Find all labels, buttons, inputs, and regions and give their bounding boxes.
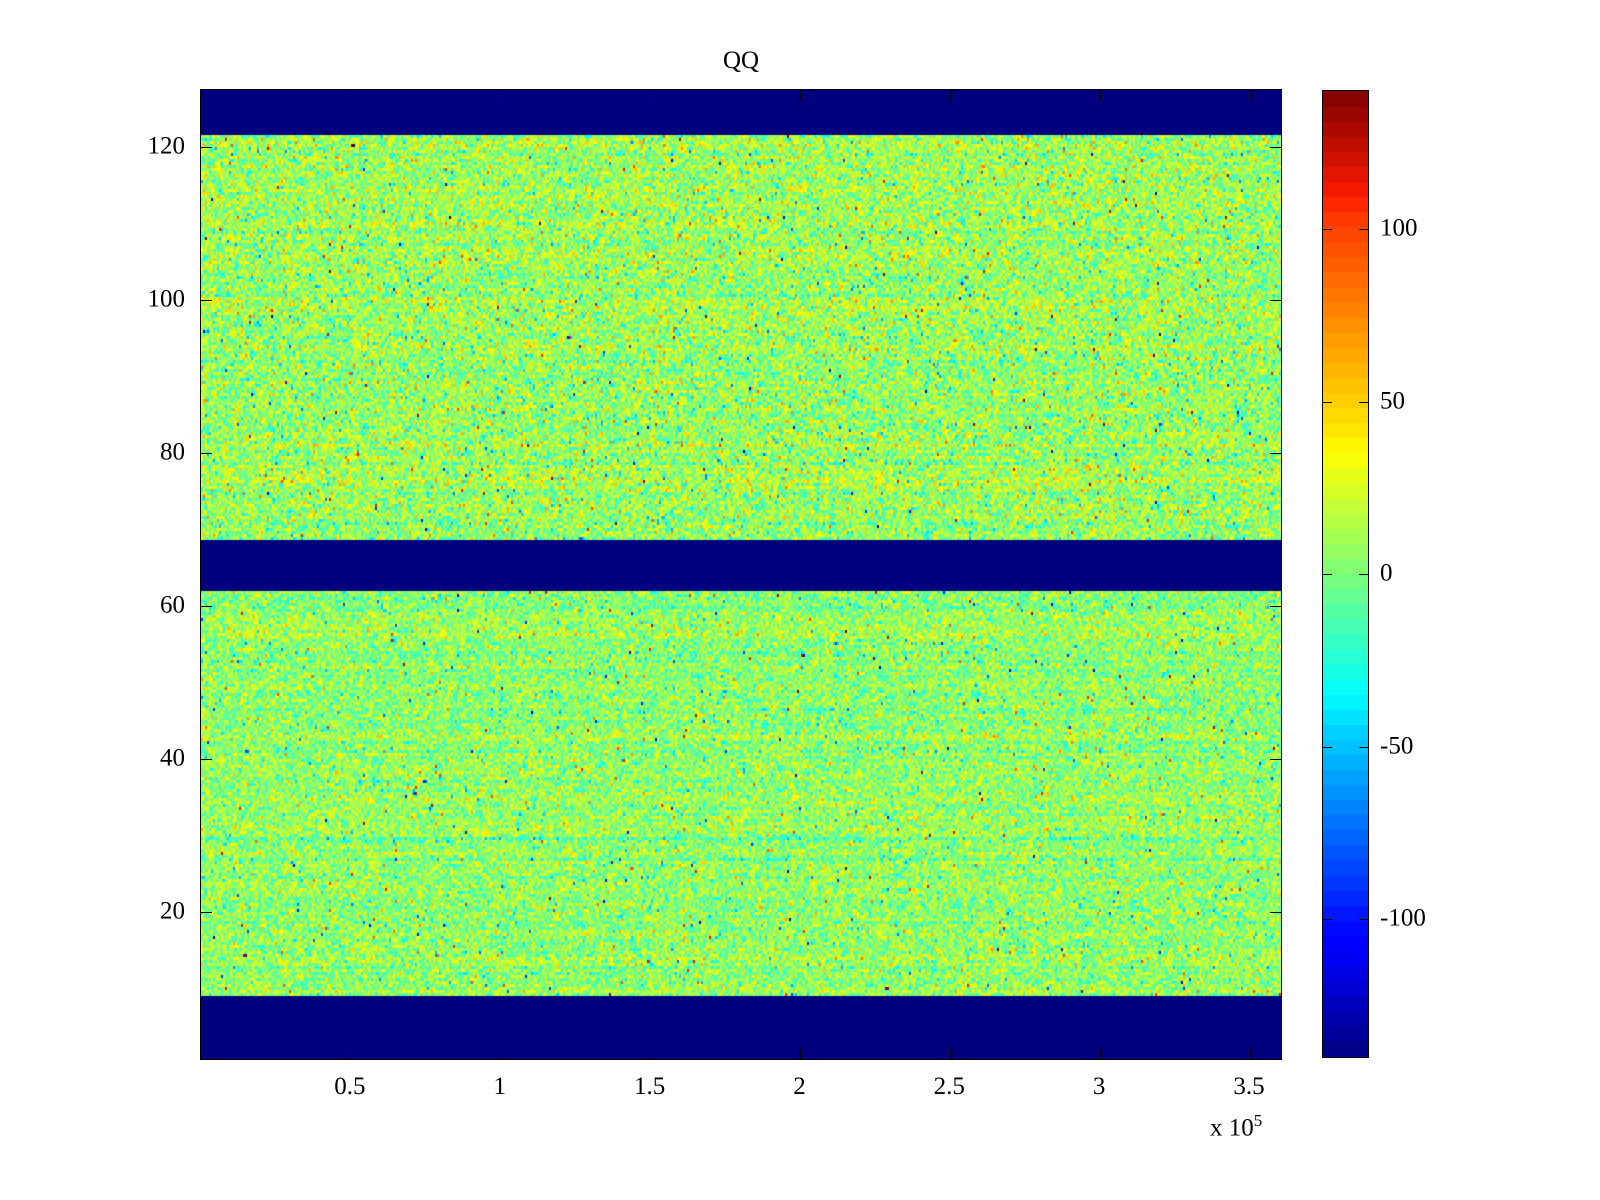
x-axis-tick-mark [1100,90,1102,101]
y-axis-tick-mark [201,606,212,608]
page-title: QQ [722,47,760,74]
colorbar-tick-label: -100 [1380,904,1426,932]
x-axis-tick-mark [1100,1048,1102,1059]
colorbar-tick-mark [1323,229,1332,230]
colorbar-tick-mark [1359,229,1368,230]
colorbar-tick-mark [1323,401,1332,403]
heatmap-axes[interactable] [200,89,1282,1060]
colorbar-tick-label: -50 [1380,732,1414,759]
x-axis-tick-mark [950,1048,952,1059]
x-axis-tick-label: 3.5 [1233,1073,1265,1100]
y-axis-tick-mark [1270,758,1281,760]
y-axis-tick-label: 100 [147,285,186,313]
x-axis-exponent-label: x 105 [1210,1112,1262,1140]
y-axis-tick-label: 80 [160,438,185,466]
x-axis-tick-label: 2 [793,1073,806,1100]
heatmap-image [201,90,1281,1059]
x-axis-tick-mark [350,1048,352,1059]
x-axis-tick-label: 3 [1092,1073,1106,1100]
y-axis-tick-mark [201,758,212,760]
x-axis-tick-mark [350,90,352,101]
x-axis-tick-mark [650,1048,652,1059]
x-axis-tick-mark [650,90,652,101]
y-axis-tick-label: 20 [160,897,185,925]
y-axis-tick-mark [201,911,212,913]
x-axis-tick-label: 1.5 [633,1073,666,1100]
colorbar-tick-label: 100 [1380,214,1418,242]
colorbar-tick-mark [1323,746,1332,748]
x-axis-tick-mark [950,90,952,101]
x-axis-tick-mark [800,1048,802,1059]
colorbar-tick-label: 50 [1380,387,1405,414]
colorbar-tick-mark [1359,574,1368,575]
y-axis-tick-mark [201,147,212,149]
y-axis-tick-label: 120 [147,132,186,160]
colorbar[interactable] [1322,90,1369,1058]
x-axis-tick-mark [500,1048,502,1059]
y-axis-tick-mark [1270,453,1281,455]
x-axis-tick-label: 0.5 [334,1073,366,1100]
x-axis-tick-label: 2.5 [933,1073,965,1100]
x-exponent-power: 5 [1253,1111,1263,1130]
colorbar-tick-mark [1359,401,1368,403]
x-axis-tick-mark [1250,90,1252,101]
x-axis-tick-mark [800,90,802,101]
x-axis-tick-mark [500,90,502,101]
colorbar-tick-mark [1323,919,1332,920]
y-axis-tick-mark [201,300,212,302]
colorbar-tick-mark [1359,746,1368,748]
colorbar-tick-mark [1359,919,1368,920]
colorbar-tick-mark [1323,574,1332,575]
x-axis-tick-label: 1 [493,1073,506,1100]
y-axis-tick-mark [1270,911,1281,913]
y-axis-tick-label: 60 [160,591,185,619]
y-axis-tick-mark [1270,606,1281,608]
y-axis-tick-mark [1270,147,1281,149]
y-axis-tick-mark [1270,300,1281,302]
colorbar-tick-label: 0 [1380,559,1393,587]
x-exponent-mantissa: x 10 [1210,1114,1254,1142]
x-axis-tick-mark [1250,1048,1252,1059]
y-axis-tick-label: 40 [160,744,185,772]
y-axis-tick-mark [201,453,212,455]
